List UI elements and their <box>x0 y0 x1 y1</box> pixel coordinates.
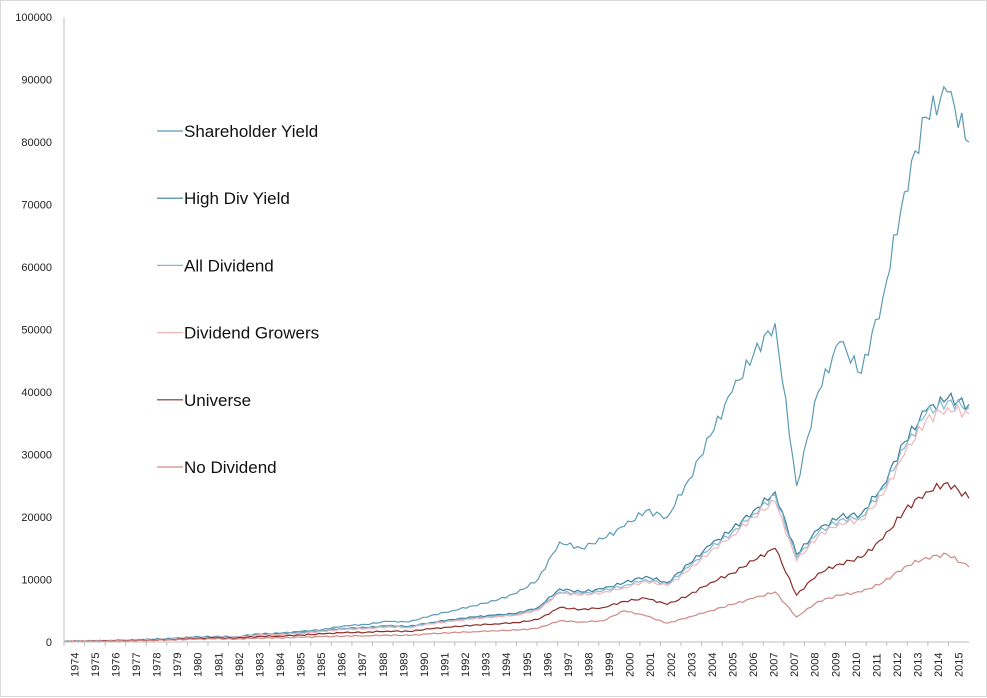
x-tick-label: 1982 <box>234 653 246 677</box>
x-tick-label: 1995 <box>522 653 534 677</box>
x-tick-label: 1997 <box>563 653 575 677</box>
x-tick-label: 1979 <box>172 653 184 677</box>
x-tick-label: 1975 <box>90 653 102 677</box>
x-tick-label: 2009 <box>830 653 842 677</box>
x-tick-label: 1974 <box>69 653 81 677</box>
legend-label: No Dividend <box>184 458 277 477</box>
y-tick-label: 70000 <box>21 200 52 212</box>
y-axis-ticks: 0 10000 20000 30000 40000 50000 60000 70000 8000… <box>15 12 52 649</box>
x-axis-ticks: 1974 1975 1976 1977 1978 1979 1980 1981 1982 1983… <box>63 642 966 677</box>
x-tick-label: 1976 <box>110 653 122 677</box>
legend-label: Dividend Growers <box>184 324 319 343</box>
x-tick-label: 2010 <box>851 653 863 677</box>
y-tick-label: 0 <box>46 637 52 649</box>
x-tick-label: 2003 <box>686 653 698 677</box>
x-tick-label: 1994 <box>501 653 513 677</box>
x-tick-label: 2008 <box>810 653 822 677</box>
y-tick-label: 100000 <box>15 12 52 24</box>
x-tick-label: 1981 <box>213 653 225 677</box>
x-tick-label: 1996 <box>542 653 554 677</box>
legend-label: All Dividend <box>184 256 274 275</box>
x-tick-label: 1987 <box>357 653 369 677</box>
x-tick-label: 2007 <box>769 653 781 677</box>
series-line-dividend-growers <box>63 404 970 643</box>
legend-label: Shareholder Yield <box>184 122 318 141</box>
y-tick-label: 80000 <box>21 137 52 149</box>
series-line-high-div-yield <box>63 391 970 643</box>
legend-label: Universe <box>184 391 251 410</box>
x-tick-label: 1978 <box>152 653 164 677</box>
x-tick-label: 2000 <box>625 653 637 677</box>
y-tick-label: 60000 <box>21 262 52 274</box>
x-tick-label: 1991 <box>440 653 452 677</box>
x-tick-label: 2013 <box>913 653 925 677</box>
legend: Shareholder Yield High Div Yield All Divid… <box>157 122 319 477</box>
x-tick-label: 1989 <box>398 653 410 677</box>
y-tick-label: 30000 <box>21 450 52 462</box>
x-tick-label: 1990 <box>419 653 431 677</box>
y-tick-label: 20000 <box>21 512 52 524</box>
x-tick-label: 2012 <box>892 653 904 677</box>
x-tick-label: 2015 <box>954 653 966 677</box>
x-tick-label: 1999 <box>604 653 616 677</box>
series-line-shareholder-yield <box>63 85 970 643</box>
x-tick-label: 2006 <box>748 653 760 677</box>
x-tick-label: 1977 <box>131 653 143 677</box>
x-tick-label: 1984 <box>275 653 287 677</box>
x-tick-label: 2014 <box>933 653 945 677</box>
x-tick-label: 1992 <box>460 653 472 677</box>
x-tick-label: 1980 <box>193 653 205 677</box>
y-tick-label: 90000 <box>21 75 52 87</box>
y-tick-label: 40000 <box>21 387 52 399</box>
x-tick-label: 1993 <box>481 653 493 677</box>
x-tick-label: 1998 <box>583 653 595 677</box>
x-tick-label: 2011 <box>871 653 883 677</box>
y-tick-label: 50000 <box>21 325 52 337</box>
x-tick-label: 1986 <box>337 653 349 677</box>
series-lines <box>63 85 970 643</box>
series-line-all-dividend <box>63 397 970 643</box>
x-tick-label: 2005 <box>727 653 739 677</box>
x-tick-label: 1983 <box>254 653 266 677</box>
x-tick-label: 1985 <box>296 653 308 677</box>
series-line-universe <box>63 481 970 643</box>
y-tick-label: 10000 <box>21 575 52 587</box>
x-tick-label: 2004 <box>707 653 719 677</box>
x-tick-label: 2007 <box>789 653 801 677</box>
x-tick-label: 2001 <box>645 653 657 677</box>
x-tick-label: 2002 <box>666 653 678 677</box>
legend-label: High Div Yield <box>184 189 290 208</box>
series-line-no-dividend <box>63 552 970 643</box>
x-tick-label: 1985 <box>316 653 328 677</box>
x-tick-label: 1988 <box>378 653 390 677</box>
